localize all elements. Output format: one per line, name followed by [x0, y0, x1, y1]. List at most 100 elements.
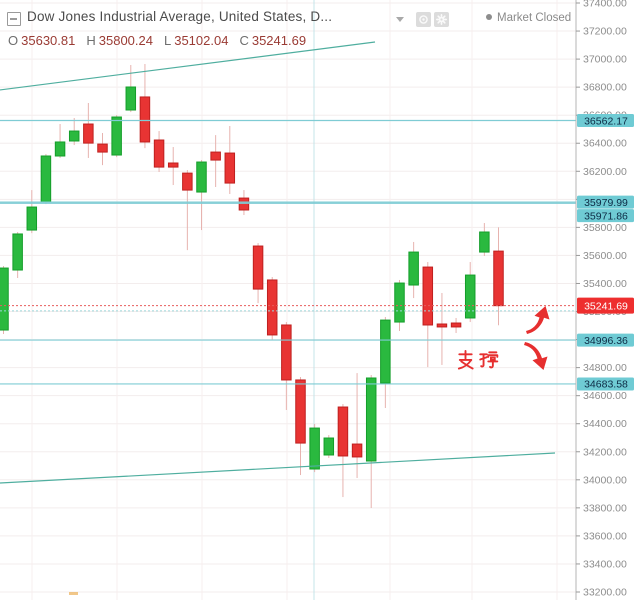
axis-tick-label: 34600.00 [583, 390, 627, 402]
candle-body [436, 323, 448, 328]
axis-tick-label: 33200.00 [583, 587, 627, 599]
candle-body [26, 206, 38, 231]
axis-tick-label: 34200.00 [583, 446, 627, 458]
candle [337, 404, 349, 498]
dot-circle-icon [419, 15, 428, 24]
minus-glyph [10, 18, 17, 20]
candle [281, 322, 292, 410]
price-badge-label: 34683.58 [584, 379, 628, 391]
level-price-badge [577, 195, 634, 209]
candle [167, 147, 179, 186]
close-value: 35241.69 [251, 33, 307, 48]
open-label: O [8, 33, 19, 48]
candle-body [309, 427, 320, 470]
axis-tick-label: 34800.00 [583, 362, 627, 374]
candle-body [450, 322, 462, 328]
dot-circle-button[interactable] [416, 12, 431, 27]
candle [196, 160, 207, 231]
candle [394, 279, 405, 332]
candle-body [224, 152, 236, 184]
settings-button[interactable] [434, 12, 449, 27]
candle-body [12, 233, 23, 271]
symbol-title[interactable]: Dow Jones Industrial Average, United Sta… [27, 9, 333, 24]
trendline[interactable] [0, 452, 556, 484]
candle-body [97, 143, 108, 153]
candle [139, 64, 151, 149]
axis-tick-label: 37400.00 [583, 0, 627, 10]
support-char-stroke [487, 354, 499, 358]
level-price-badge [577, 333, 634, 347]
candle [380, 316, 391, 409]
axis-tick-label: 34000.00 [583, 474, 627, 486]
candle [422, 262, 434, 368]
support-char-stroke [460, 360, 474, 370]
candle-body [351, 443, 363, 458]
candle [436, 293, 448, 365]
axis-tick-label: 33400.00 [583, 558, 627, 570]
axis-tick-label: 33800.00 [583, 502, 627, 514]
candle-body [125, 86, 137, 111]
ohlc-row: O 35630.81 H 35800.24 L 35102.04 C 35241.69 [8, 33, 317, 48]
down-right-arrow-icon[interactable] [524, 342, 548, 370]
level-lines[interactable] [0, 119, 576, 385]
candle [12, 232, 23, 279]
axis-tick-label: 35800.00 [583, 222, 627, 234]
candle [111, 115, 122, 158]
annotations[interactable] [457, 306, 550, 370]
candle-body [238, 197, 250, 211]
last-price-badge [577, 297, 634, 314]
watermark-fragment [69, 592, 78, 595]
price-badge-label: 35241.69 [584, 300, 628, 312]
candle-body [365, 377, 377, 462]
axis-tick-label: 35600.00 [583, 250, 627, 262]
candle [54, 124, 66, 158]
candle-body [68, 130, 80, 142]
trendline[interactable] [0, 41, 376, 91]
candle-body [493, 250, 504, 307]
price-badge-label: 34996.36 [584, 335, 628, 347]
candle [408, 241, 419, 299]
candle [26, 190, 38, 234]
candle-body [139, 96, 151, 143]
up-right-arrow-icon[interactable] [526, 306, 550, 334]
close-label: C [239, 33, 249, 48]
candle-body [54, 141, 66, 157]
candle-body [479, 231, 490, 253]
trendlines[interactable] [0, 41, 556, 484]
collapse-icon[interactable] [7, 12, 21, 26]
axis-tick-label: 36200.00 [583, 166, 627, 178]
axis-tick-label: 36800.00 [583, 82, 627, 94]
level-price-badge [577, 113, 634, 127]
candle-body [153, 139, 165, 168]
support-char-stroke [480, 363, 485, 368]
candle [97, 133, 108, 166]
candle-body [281, 324, 292, 381]
high-value: 35800.24 [98, 33, 153, 48]
gear-icon [436, 14, 447, 25]
candle [182, 170, 193, 251]
high-label: H [86, 33, 96, 48]
low-label: L [163, 33, 172, 48]
support-label[interactable] [457, 350, 499, 370]
candle-body [323, 437, 335, 456]
chevron-down-icon[interactable] [396, 17, 404, 22]
candle-body [252, 245, 264, 290]
support-char-stroke [489, 358, 494, 369]
axis-tick-label: 34400.00 [583, 418, 627, 430]
candle-body [83, 123, 94, 144]
level-price-badge [577, 377, 634, 391]
candle [479, 223, 490, 256]
candle [450, 317, 462, 333]
axis-tick-label: 33600.00 [583, 530, 627, 542]
candle-body [295, 379, 306, 444]
price-badge-label: 36562.17 [584, 115, 628, 127]
candlestick-series [0, 64, 504, 508]
candle [224, 125, 236, 195]
candle [351, 373, 363, 478]
candle [252, 243, 264, 304]
candle-body [464, 274, 476, 319]
axis-tick-label: 37000.00 [583, 54, 627, 66]
